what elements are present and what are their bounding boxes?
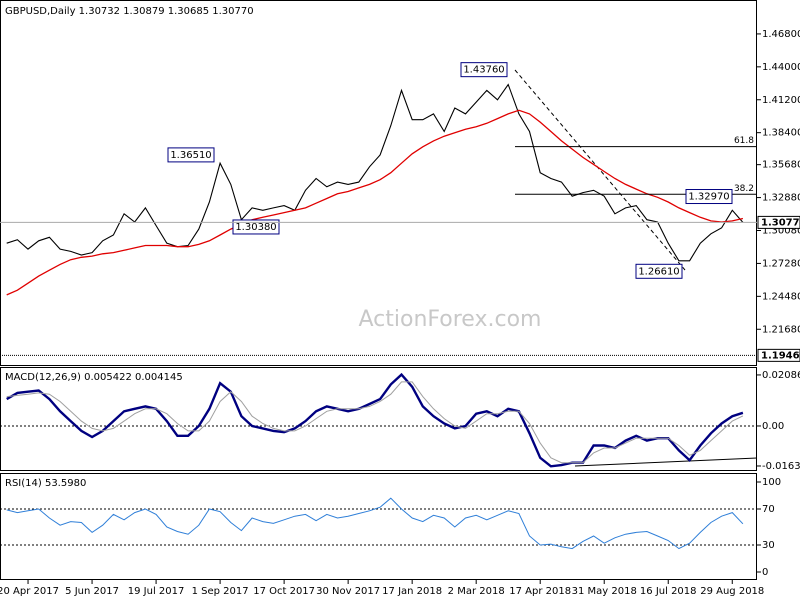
fib-label: 61.8 xyxy=(734,136,754,146)
y-tick-label: 1.46800 xyxy=(762,29,800,40)
x-tick-label: 5 Jun 2017 xyxy=(65,586,119,597)
price-box xyxy=(757,348,800,362)
x-tick-label: 17 Jan 2018 xyxy=(382,586,442,597)
annotation-box xyxy=(635,263,683,279)
series-line xyxy=(6,109,744,296)
y-tick-label: 1.27280 xyxy=(762,258,800,269)
x-tick-label: 16 Jul 2018 xyxy=(640,586,697,597)
watermark: ActionForex.com xyxy=(359,307,542,332)
y-tick-label: 30 xyxy=(762,540,775,551)
x-tick-label: 17 Oct 2017 xyxy=(253,586,315,597)
y-tick-label: 1.38400 xyxy=(762,128,800,139)
annotation-label: 1.43760 xyxy=(463,65,504,76)
price-box-label: 1.30770 xyxy=(761,217,800,228)
y-tick-label: 0.020861 xyxy=(762,370,800,381)
y-tick-label: 70 xyxy=(762,504,775,515)
annotation-label: 1.26610 xyxy=(638,266,679,277)
x-tick-label: 17 Apr 2018 xyxy=(509,586,571,597)
annotation-box xyxy=(167,147,215,163)
x-tick-label: 29 Aug 2018 xyxy=(700,586,764,597)
x-tick-label: 2 Mar 2018 xyxy=(448,586,505,597)
macd-title: MACD(12,26,9) 0.005422 0.004145 xyxy=(5,372,183,383)
trend-line xyxy=(514,69,686,271)
y-tick-label: 1.32880 xyxy=(762,193,800,204)
annotation-label: 1.32970 xyxy=(688,192,729,203)
y-tick-label: 1.24480 xyxy=(762,291,800,302)
y-tick-label: 1.35680 xyxy=(762,160,800,171)
y-tick-label: 0 xyxy=(762,567,768,578)
price-box xyxy=(757,215,800,229)
y-tick-label: 0.00 xyxy=(762,421,784,432)
annotation-box xyxy=(460,62,508,78)
macd-trend-line xyxy=(574,457,758,467)
series-line xyxy=(6,381,744,464)
annotation-box xyxy=(685,189,733,205)
y-tick-label: 1.41200 xyxy=(762,95,800,106)
y-tick-label: -0.016357 xyxy=(762,461,800,472)
y-tick-label: 1.21680 xyxy=(762,324,800,335)
series-line xyxy=(6,83,744,262)
rsi-panel xyxy=(0,473,757,580)
annotation-label: 1.30380 xyxy=(235,222,276,233)
series-line xyxy=(6,497,744,550)
annotation-box xyxy=(232,219,280,235)
fib-label: 38.2 xyxy=(734,184,754,194)
rsi-title: RSI(14) 53.5980 xyxy=(5,478,86,489)
x-tick-label: 20 Apr 2017 xyxy=(0,586,59,597)
macd-panel xyxy=(0,367,757,471)
y-tick-label: 1.44000 xyxy=(762,62,800,73)
y-tick-label: 1.30080 xyxy=(762,225,800,236)
price-title: GBPUSD,Daily 1.30732 1.30879 1.30685 1.3… xyxy=(5,6,254,17)
y-tick-label: 100 xyxy=(762,477,781,488)
series-line xyxy=(6,372,744,468)
annotation-label: 1.36510 xyxy=(170,150,211,161)
x-tick-label: 19 Jul 2017 xyxy=(128,586,185,597)
x-tick-label: 31 May 2018 xyxy=(572,586,637,597)
x-tick-label: 1 Sep 2017 xyxy=(192,586,249,597)
x-tick-label: 30 Nov 2017 xyxy=(316,586,380,597)
price-panel xyxy=(0,0,757,366)
